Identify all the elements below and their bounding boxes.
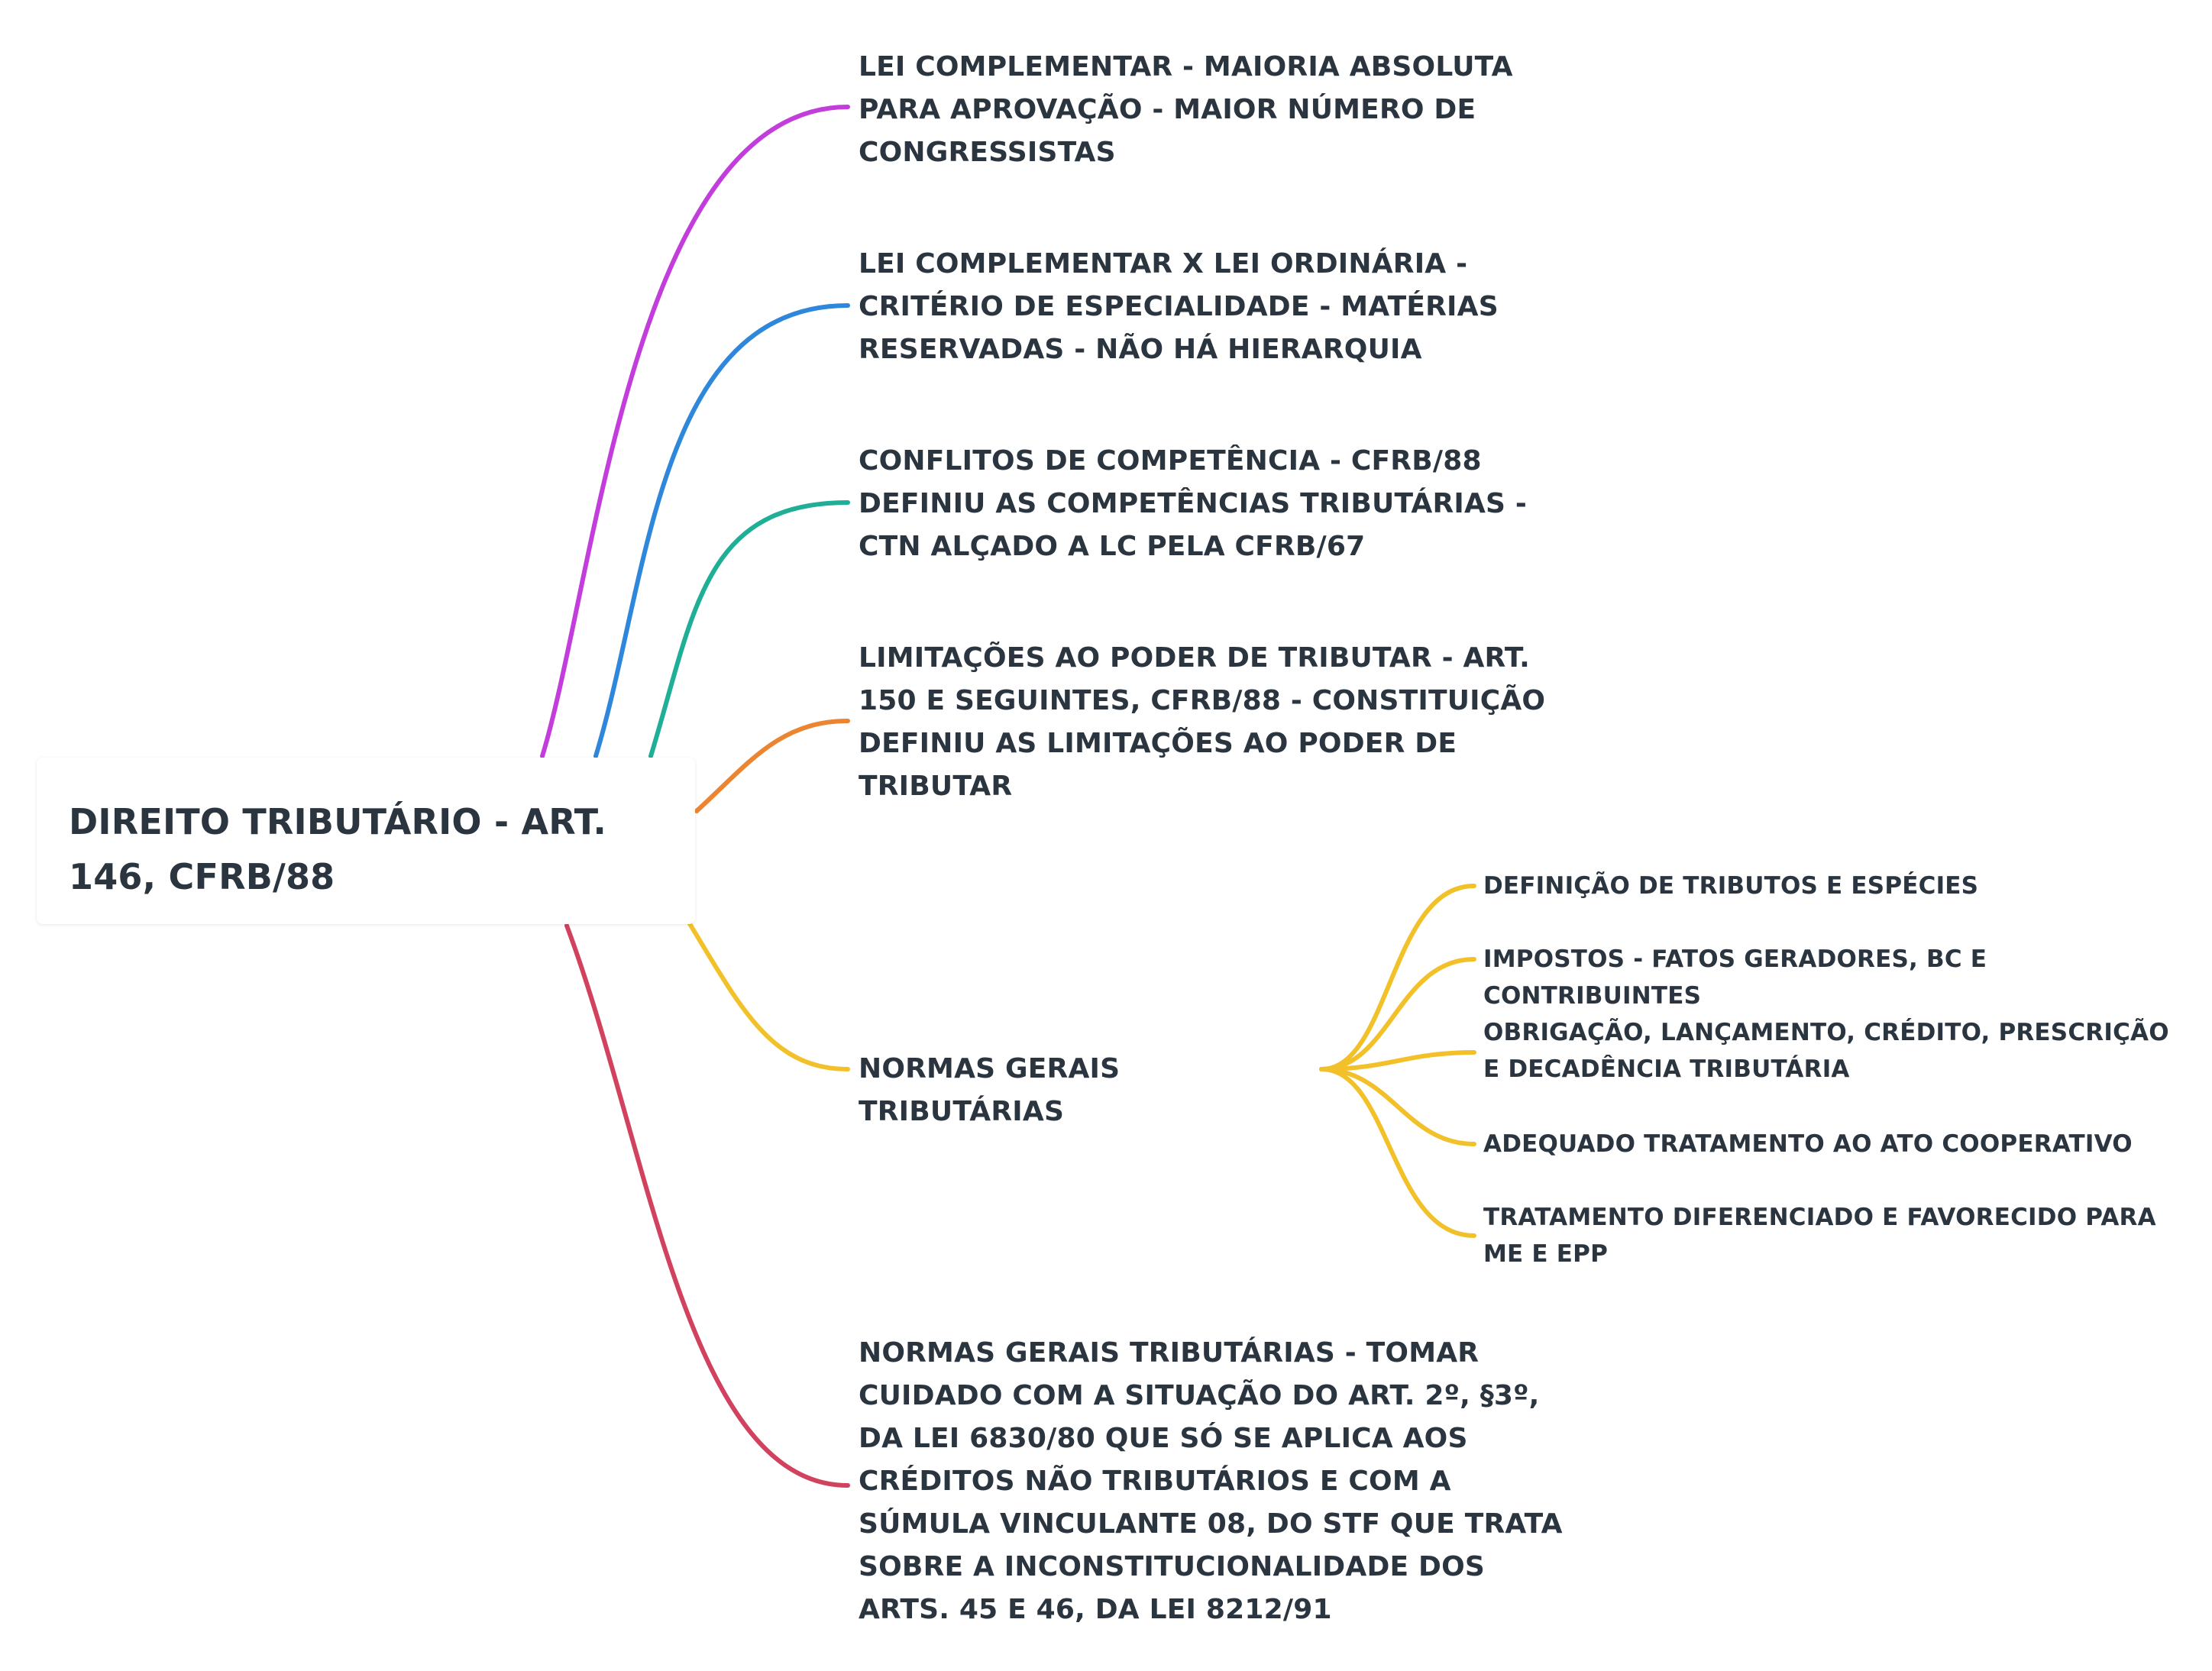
subnode-obrigacao-lancamento[interactable]: OBRIGAÇÃO, LANÇAMENTO, CRÉDITO, PRESCRIÇ… <box>1483 1019 2169 1083</box>
branch-normas-gerais-cuidado[interactable]: NORMAS GERAIS TRIBUTÁRIAS - TOMAR CUIDAD… <box>859 1337 1563 1625</box>
root-node[interactable]: DIREITO TRIBUTÁRIO - ART. 146, CFRB/88 <box>37 758 695 924</box>
sub-connector-1 <box>1319 884 1476 1071</box>
branch-conflitos-de-competencia[interactable]: CONFLITOS DE COMPETÊNCIA - CFRB/88 DEFIN… <box>859 445 1528 562</box>
subnode-impostos[interactable]: IMPOSTOS - FATOS GERADORES, BC E CONTRIB… <box>1483 945 1987 1010</box>
connector-yellow <box>687 920 850 1071</box>
sub-connector-5 <box>1319 1067 1476 1238</box>
branch-lei-complementar-maioria[interactable]: LEI COMPLEMENTAR - MAIORIA ABSOLUTA PARA… <box>859 51 1513 168</box>
connector-blue <box>593 303 850 758</box>
subnode-me-epp[interactable]: TRATAMENTO DIFERENCIADO E FAVORECIDO PAR… <box>1483 1204 2156 1268</box>
connector-orange <box>694 719 850 813</box>
connector-teal <box>648 500 850 758</box>
subnode-ato-cooperativo[interactable]: ADEQUADO TRATAMENTO AO ATO COOPERATIVO <box>1483 1130 2133 1158</box>
branch-lei-complementar-x-ordinaria[interactable]: LEI COMPLEMENTAR X LEI ORDINÁRIA - CRITÉ… <box>859 248 1499 365</box>
sub-connector-2 <box>1319 957 1476 1071</box>
subnode-definicao-tributos[interactable]: DEFINIÇÃO DE TRIBUTOS E ESPÉCIES <box>1483 872 1979 900</box>
branch-limitacoes-poder-tributar[interactable]: LIMITAÇÕES AO PODER DE TRIBUTAR - ART. 1… <box>859 642 1546 802</box>
root-label: DIREITO TRIBUTÁRIO - ART. 146, CFRB/88 <box>69 801 607 897</box>
connector-purple <box>540 105 850 758</box>
connector-red <box>564 923 850 1488</box>
branch-normas-gerais[interactable]: NORMAS GERAIS TRIBUTÁRIAS <box>859 1053 1121 1127</box>
sub-connector-3 <box>1319 1050 1476 1071</box>
sub-connector-4 <box>1319 1067 1476 1146</box>
